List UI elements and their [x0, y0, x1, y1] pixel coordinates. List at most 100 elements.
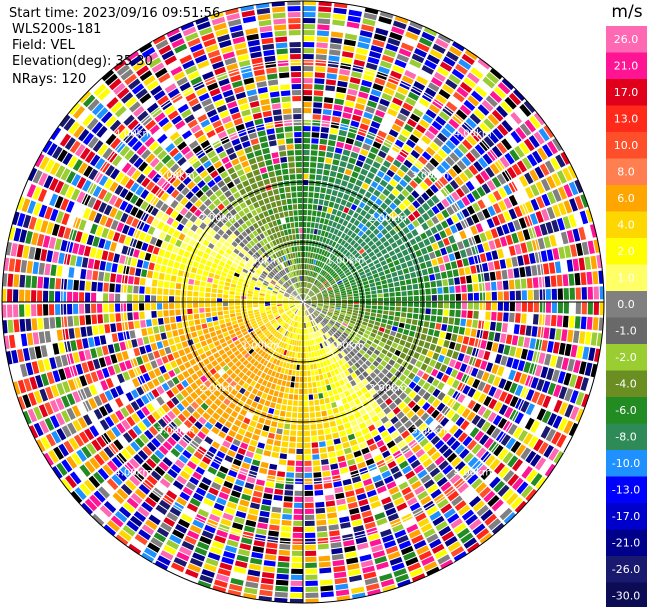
velocity-gate — [333, 565, 346, 573]
velocity-gate — [222, 267, 229, 273]
velocity-gate — [86, 234, 95, 246]
velocity-gate — [372, 360, 380, 367]
velocity-gate — [332, 284, 338, 289]
velocity-gate — [134, 488, 147, 500]
velocity-gate — [245, 345, 252, 352]
velocity-gate — [135, 397, 145, 408]
velocity-gate — [252, 323, 258, 328]
velocity-gate — [390, 465, 400, 475]
velocity-gate — [131, 218, 140, 228]
velocity-gate — [308, 322, 311, 328]
velocity-gate — [434, 233, 442, 241]
velocity-gate — [365, 308, 371, 313]
velocity-gate — [308, 290, 312, 295]
velocity-gate — [310, 430, 317, 436]
velocity-gate — [2, 320, 8, 334]
velocity-gate — [309, 291, 313, 296]
velocity-gate — [321, 278, 326, 283]
velocity-gate — [313, 332, 317, 338]
velocity-gate — [453, 551, 467, 562]
velocity-gate — [374, 406, 382, 414]
velocity-gate — [336, 498, 346, 506]
velocity-gate — [427, 385, 436, 394]
velocity-gate — [177, 518, 190, 529]
velocity-gate — [119, 362, 127, 372]
velocity-gate — [568, 181, 579, 196]
velocity-gate — [226, 368, 233, 376]
velocity-gate — [259, 436, 267, 443]
velocity-gate — [309, 292, 314, 296]
velocity-gate — [387, 37, 401, 47]
velocity-gate — [195, 387, 203, 396]
velocity-gate — [479, 434, 490, 446]
velocity-gate — [436, 316, 443, 323]
velocity-gate — [390, 416, 399, 425]
velocity-gate — [116, 352, 124, 362]
velocity-gate — [233, 516, 245, 525]
velocity-gate — [433, 137, 444, 147]
velocity-gate — [388, 282, 394, 288]
velocity-gate — [277, 422, 284, 429]
velocity-gate — [64, 341, 72, 353]
velocity-gate — [141, 328, 148, 337]
velocity-gate — [287, 332, 292, 338]
velocity-gate — [180, 513, 193, 523]
velocity-gate — [246, 325, 253, 331]
velocity-gate — [543, 236, 551, 249]
velocity-gate — [512, 458, 524, 472]
velocity-gate — [109, 293, 115, 302]
velocity-gate — [303, 358, 307, 364]
velocity-gate — [308, 388, 313, 394]
velocity-gate — [369, 538, 382, 547]
velocity-gate — [307, 376, 312, 382]
velocity-gate — [356, 333, 362, 339]
velocity-gate — [431, 308, 437, 315]
velocity-gate — [239, 499, 250, 507]
velocity-gate — [372, 474, 382, 483]
velocity-gate — [395, 306, 401, 312]
velocity-gate — [499, 156, 510, 168]
velocity-gate — [147, 244, 155, 253]
velocity-gate — [477, 157, 488, 169]
velocity-gate — [361, 510, 373, 518]
velocity-gate — [350, 204, 358, 211]
velocity-gate — [223, 306, 229, 311]
velocity-gate — [92, 513, 105, 526]
velocity-gate — [278, 291, 284, 295]
velocity-gate — [105, 334, 113, 344]
velocity-gate — [452, 401, 461, 412]
velocity-gate — [318, 284, 324, 289]
velocity-gate — [321, 335, 325, 341]
velocity-gate — [429, 157, 439, 168]
velocity-gate — [211, 311, 218, 317]
velocity-gate — [335, 339, 341, 346]
velocity-gate — [259, 293, 265, 296]
velocity-gate — [318, 150, 326, 157]
velocity-gate — [406, 410, 415, 419]
velocity-gate — [439, 364, 448, 373]
velocity-gate — [354, 302, 359, 305]
velocity-gate — [463, 537, 477, 549]
velocity-gate — [251, 496, 262, 504]
velocity-gate — [411, 534, 424, 544]
velocity-gate — [224, 357, 231, 364]
velocity-gate — [331, 241, 337, 248]
velocity-gate — [175, 303, 181, 309]
velocity-gate — [373, 454, 383, 463]
velocity-gate — [406, 169, 416, 179]
velocity-gate — [336, 210, 343, 217]
velocity-gate — [248, 328, 254, 333]
velocity-gate — [347, 263, 353, 269]
velocity-gate — [391, 26, 405, 35]
velocity-gate — [513, 178, 523, 190]
velocity-gate — [290, 430, 297, 436]
velocity-gate — [442, 316, 449, 324]
velocity-gate — [211, 540, 225, 550]
velocity-gate — [318, 315, 324, 320]
velocity-gate — [120, 466, 132, 478]
velocity-gate — [325, 238, 331, 245]
velocity-gate — [303, 42, 315, 48]
velocity-gate — [151, 295, 157, 302]
velocity-gate — [342, 277, 348, 282]
velocity-gate — [275, 359, 281, 366]
